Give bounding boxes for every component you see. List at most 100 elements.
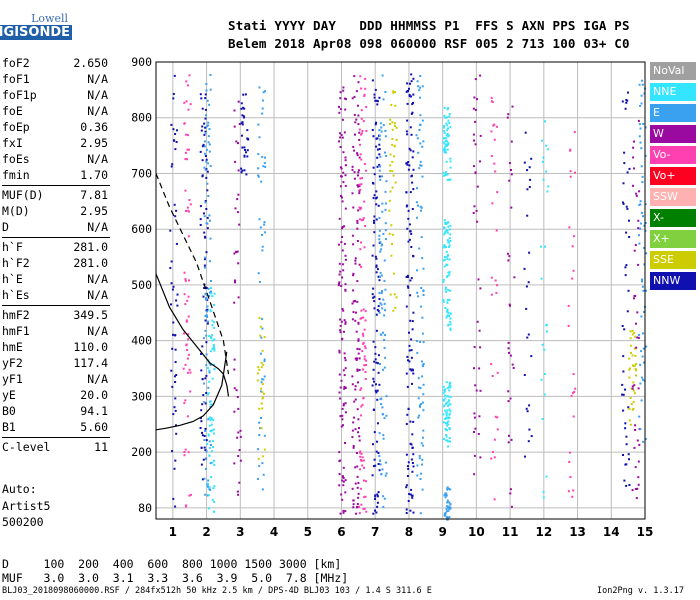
echo-dot (448, 413, 451, 416)
echo-dot (384, 91, 387, 93)
echo-dot (641, 278, 644, 281)
echo-dot (385, 180, 388, 183)
echo-dot (212, 510, 215, 513)
echo-dot (364, 495, 367, 498)
param-value: 2.95 (80, 204, 108, 218)
echo-dot (405, 191, 408, 194)
echo-dot (359, 153, 362, 156)
echo-dot (201, 434, 204, 437)
echo-dot (448, 273, 451, 276)
echo-dot (363, 93, 366, 96)
echo-dot (353, 416, 356, 419)
echo-dot (240, 122, 243, 125)
echo-dot (406, 385, 409, 388)
echo-dot (351, 375, 354, 378)
echo-dot (189, 390, 192, 393)
param-name: h`Es (2, 288, 30, 302)
echo-dot (203, 145, 206, 148)
echo-dot (356, 219, 359, 222)
echo-dot (239, 459, 242, 462)
echo-dot (360, 133, 363, 136)
echo-dot (353, 95, 356, 98)
echo-dot (395, 126, 398, 129)
echo-dot (338, 111, 341, 114)
echo-dot (174, 397, 177, 400)
echo-dot (243, 169, 246, 172)
echo-dot (205, 251, 208, 254)
echo-dot (264, 90, 266, 93)
echo-dot (411, 181, 414, 184)
echo-dot (443, 512, 446, 515)
echo-dot (643, 263, 646, 266)
echo-dot (211, 319, 214, 322)
echo-dot (417, 377, 420, 380)
echo-dot (344, 174, 347, 177)
echo-dot (237, 142, 239, 145)
echo-dot (363, 200, 366, 203)
x-tick-label: 2 (202, 525, 210, 539)
echo-dot (383, 346, 386, 349)
echo-dot (353, 177, 356, 180)
echo-dot (172, 333, 174, 336)
echo-dot (638, 242, 641, 245)
echo-dot (339, 270, 342, 273)
echo-dot (473, 431, 475, 433)
auto-artist: Artist5 (2, 499, 51, 513)
echo-dot (637, 219, 640, 222)
echo-dot (344, 411, 347, 414)
echo-dot (445, 414, 448, 417)
echo-dot (172, 285, 175, 288)
echo-dot (378, 129, 381, 131)
echo-dot (261, 397, 264, 400)
echo-dot (375, 264, 378, 267)
echo-dot (171, 288, 174, 291)
echo-dot (233, 368, 236, 371)
echo-dot (211, 377, 214, 380)
echo-dot (448, 258, 451, 261)
echo-dot (632, 184, 634, 187)
echo-dot (207, 141, 210, 144)
echo-dot (421, 463, 423, 466)
echo-dot (410, 349, 413, 352)
echo-dot (244, 93, 247, 96)
echo-dot (204, 152, 206, 155)
echo-dot (233, 462, 236, 465)
echo-dot (373, 431, 376, 434)
echo-dot (360, 317, 363, 319)
echo-dot (568, 461, 571, 463)
echo-dot (449, 289, 452, 292)
x-tick-label: 10 (468, 525, 485, 539)
echo-dot (448, 437, 451, 439)
echo-dot (446, 301, 449, 304)
echo-dot (189, 371, 192, 374)
echo-dot (208, 424, 211, 427)
echo-dot (446, 387, 449, 390)
echo-dot (641, 181, 644, 184)
echo-dot (572, 373, 575, 376)
echo-dot (359, 143, 361, 146)
echo-dot (410, 488, 413, 491)
echo-dot (382, 437, 385, 440)
echo-dot (174, 133, 177, 135)
echo-dot (449, 327, 452, 330)
echo-dot (362, 508, 365, 510)
echo-dot (375, 196, 378, 199)
echo-dot (641, 378, 644, 381)
echo-dot (495, 125, 498, 128)
echo-dot (629, 367, 631, 370)
echo-dot (621, 325, 624, 327)
echo-dot (408, 87, 410, 90)
echo-dot (638, 83, 641, 86)
echo-dot (259, 334, 262, 337)
echo-dot (412, 150, 415, 153)
echo-dot (506, 252, 509, 255)
echo-dot (354, 357, 357, 360)
echo-dot (384, 288, 387, 291)
echo-dot (261, 378, 264, 381)
echo-dot (208, 291, 211, 294)
echo-dot (406, 274, 409, 277)
echo-dot (384, 202, 387, 205)
echo-dot (446, 178, 449, 181)
echo-dot (406, 102, 409, 105)
echo-dot (474, 143, 477, 146)
